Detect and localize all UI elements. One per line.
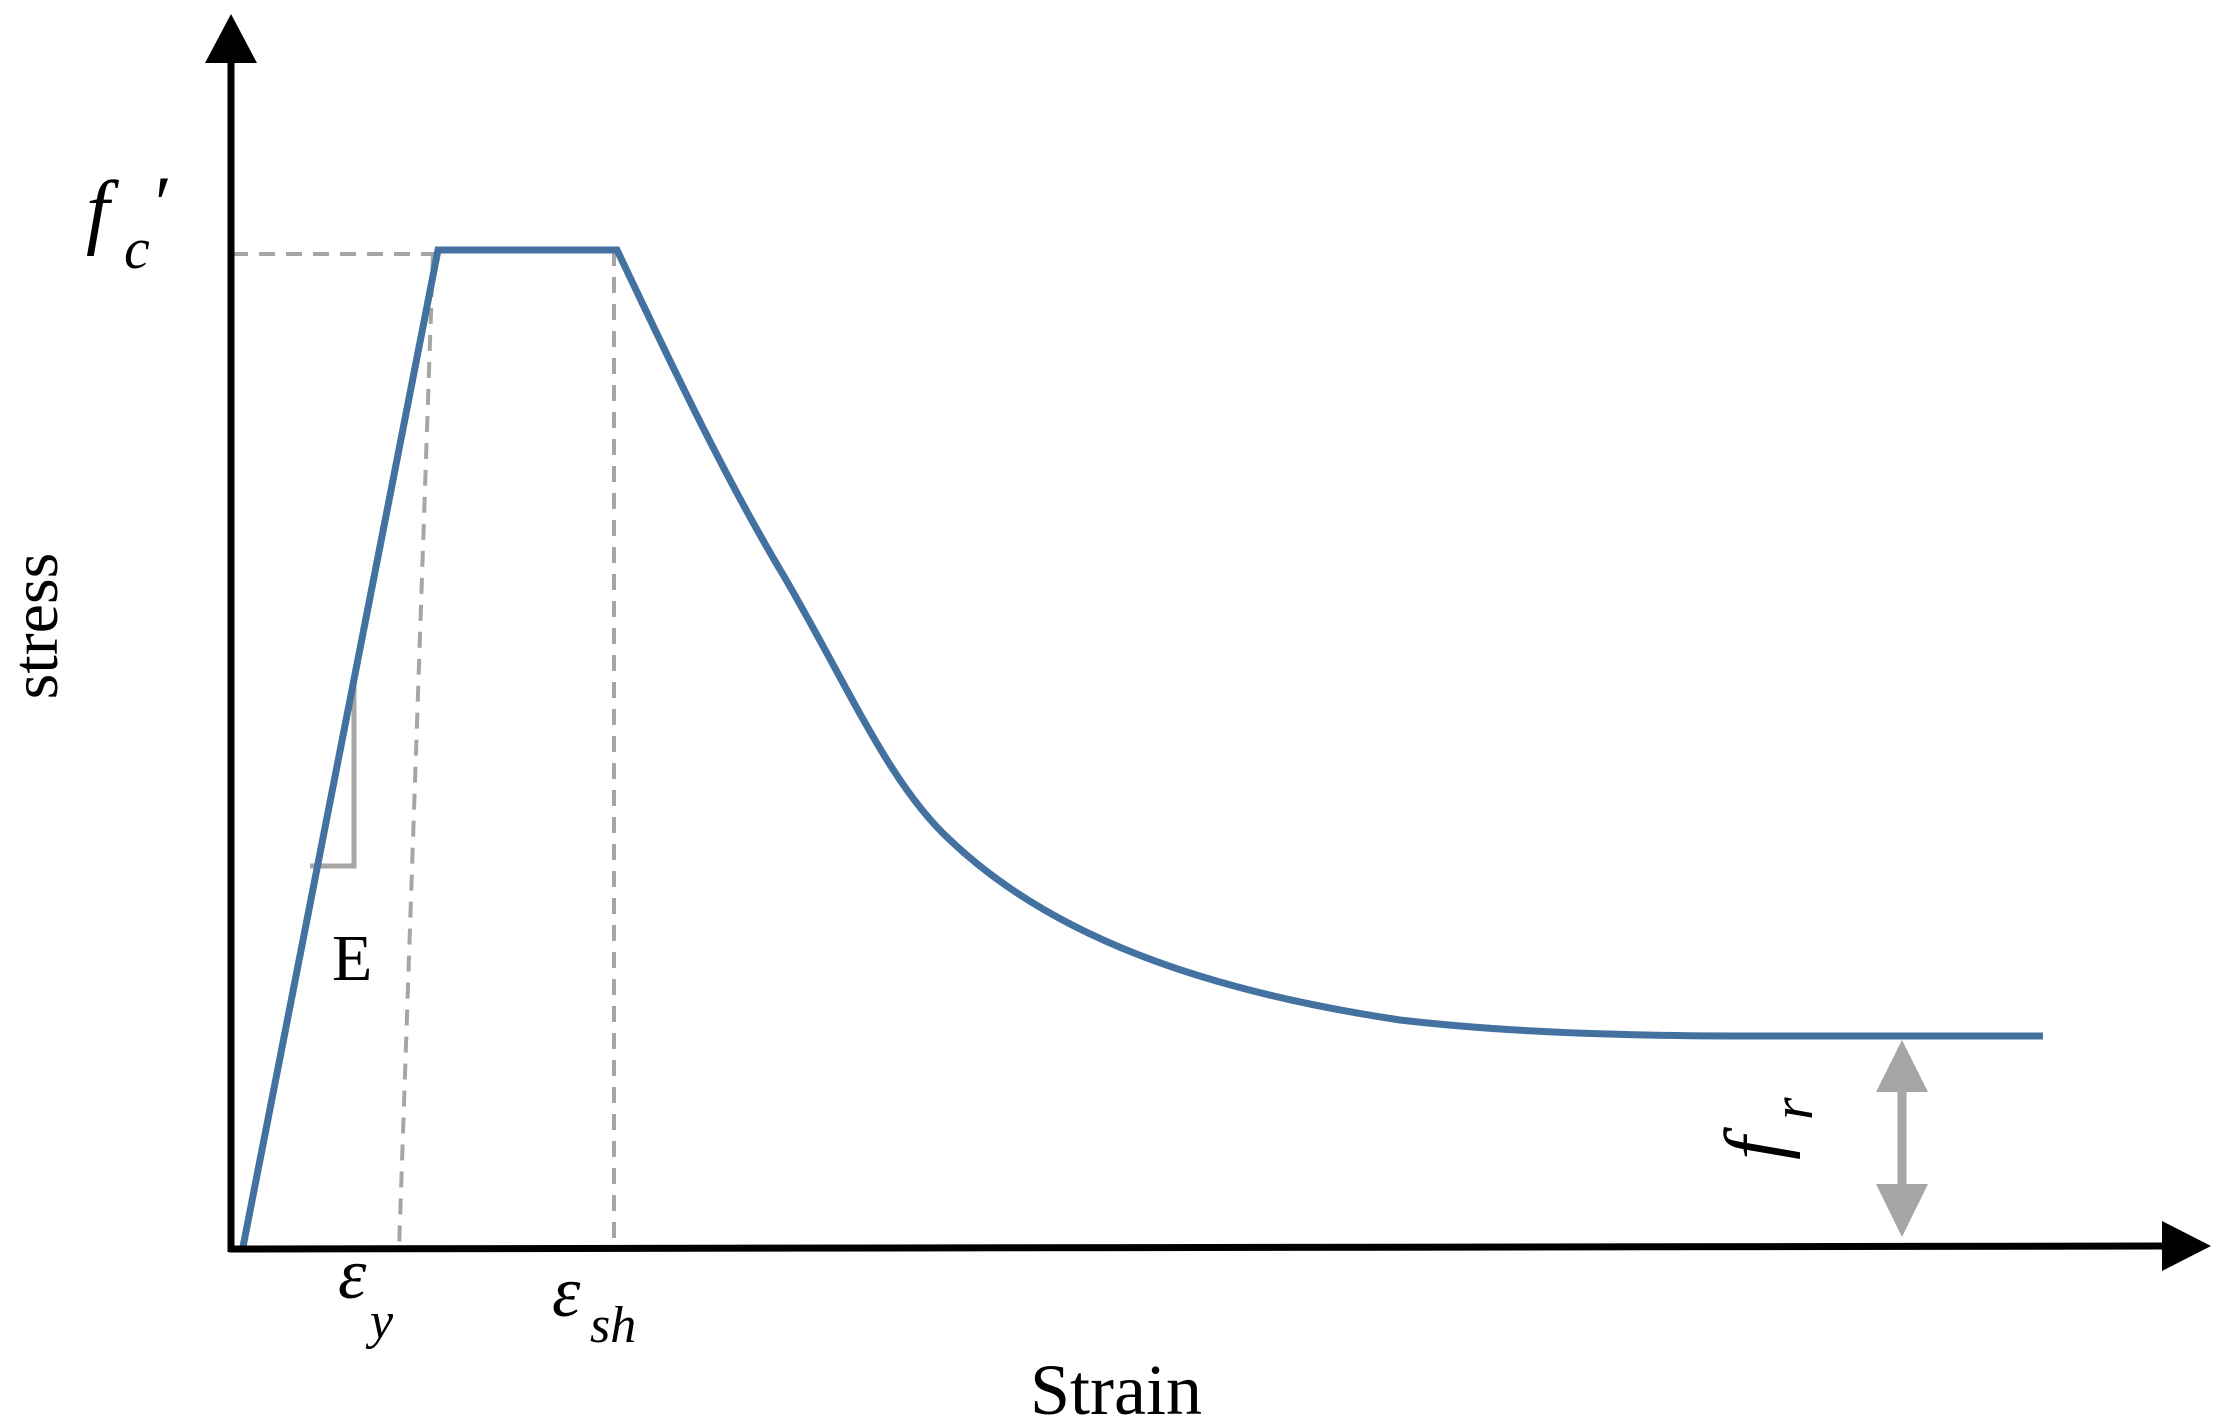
- guide-lines: [232, 250, 616, 1251]
- fc-label-prime: ′: [150, 160, 169, 247]
- y-axis-label: stress: [0, 553, 72, 700]
- fr-label-main: f: [1708, 1126, 1801, 1160]
- eps-y-guide-line: [397, 253, 435, 1251]
- eps-y-label-main: ε: [338, 1234, 367, 1314]
- residual-arrow-head-down: [1876, 1184, 1928, 1237]
- residual-arrow-head-up: [1876, 1040, 1928, 1092]
- fc-label-main: f: [86, 164, 120, 257]
- eps-sh-label-sub: sh: [590, 1297, 636, 1354]
- stress-strain-curve: [238, 246, 2043, 1253]
- residual-strength-arrow: [1876, 1040, 1928, 1237]
- fr-label-sub: r: [1760, 1097, 1825, 1120]
- eps-y-label-sub: y: [365, 1293, 394, 1350]
- modulus-label: E: [332, 922, 372, 995]
- x-axis-label: Strain: [1030, 1350, 1202, 1423]
- eps-sh-label-main: ε: [552, 1252, 581, 1332]
- modulus-slope-triangle: [310, 682, 357, 869]
- y-axis-arrow-up-icon: [205, 14, 257, 63]
- axes: [205, 14, 2211, 1271]
- fr-label: f r: [1708, 1097, 1825, 1160]
- x-axis-arrow-right-icon: [2162, 1221, 2211, 1271]
- x-axis-line: [228, 1242, 2171, 1253]
- fc-label-sub: c: [124, 216, 150, 281]
